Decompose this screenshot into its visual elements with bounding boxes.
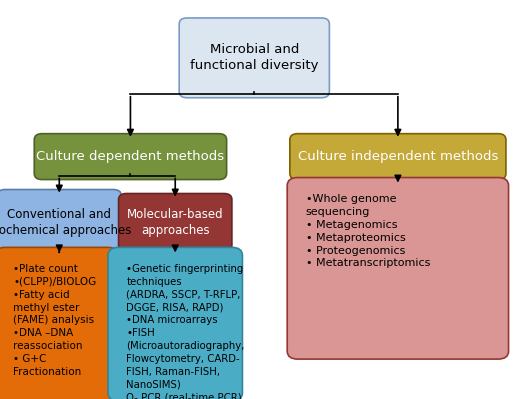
FancyBboxPatch shape [287,178,509,359]
Text: Culture dependent methods: Culture dependent methods [36,150,225,163]
FancyBboxPatch shape [108,247,242,399]
FancyBboxPatch shape [179,18,329,98]
Text: Molecular-based
approaches: Molecular-based approaches [127,208,223,237]
Text: Culture independent methods: Culture independent methods [298,150,498,163]
Text: Microbial and
functional diversity: Microbial and functional diversity [190,43,318,72]
Text: •Genetic fingerprinting
techniques
(ARDRA, SSCP, T-RFLP,
DGGE, RISA, RAPD)
•DNA : •Genetic fingerprinting techniques (ARDR… [126,264,245,399]
Text: •Plate count
•(CLPP)/BIOLOG
•Fatty acid
methyl ester
(FAME) analysis
•DNA –DNA
r: •Plate count •(CLPP)/BIOLOG •Fatty acid … [13,264,96,377]
FancyBboxPatch shape [119,194,232,251]
Text: •Whole genome
sequencing
• Metagenomics
• Metaproteomics
• Proteogenomics
• Meta: •Whole genome sequencing • Metagenomics … [306,194,430,268]
FancyBboxPatch shape [290,134,506,180]
Text: Conventional and
biochemical approaches: Conventional and biochemical approaches [0,208,131,237]
FancyBboxPatch shape [0,190,121,255]
FancyBboxPatch shape [0,247,119,399]
FancyBboxPatch shape [34,134,227,180]
